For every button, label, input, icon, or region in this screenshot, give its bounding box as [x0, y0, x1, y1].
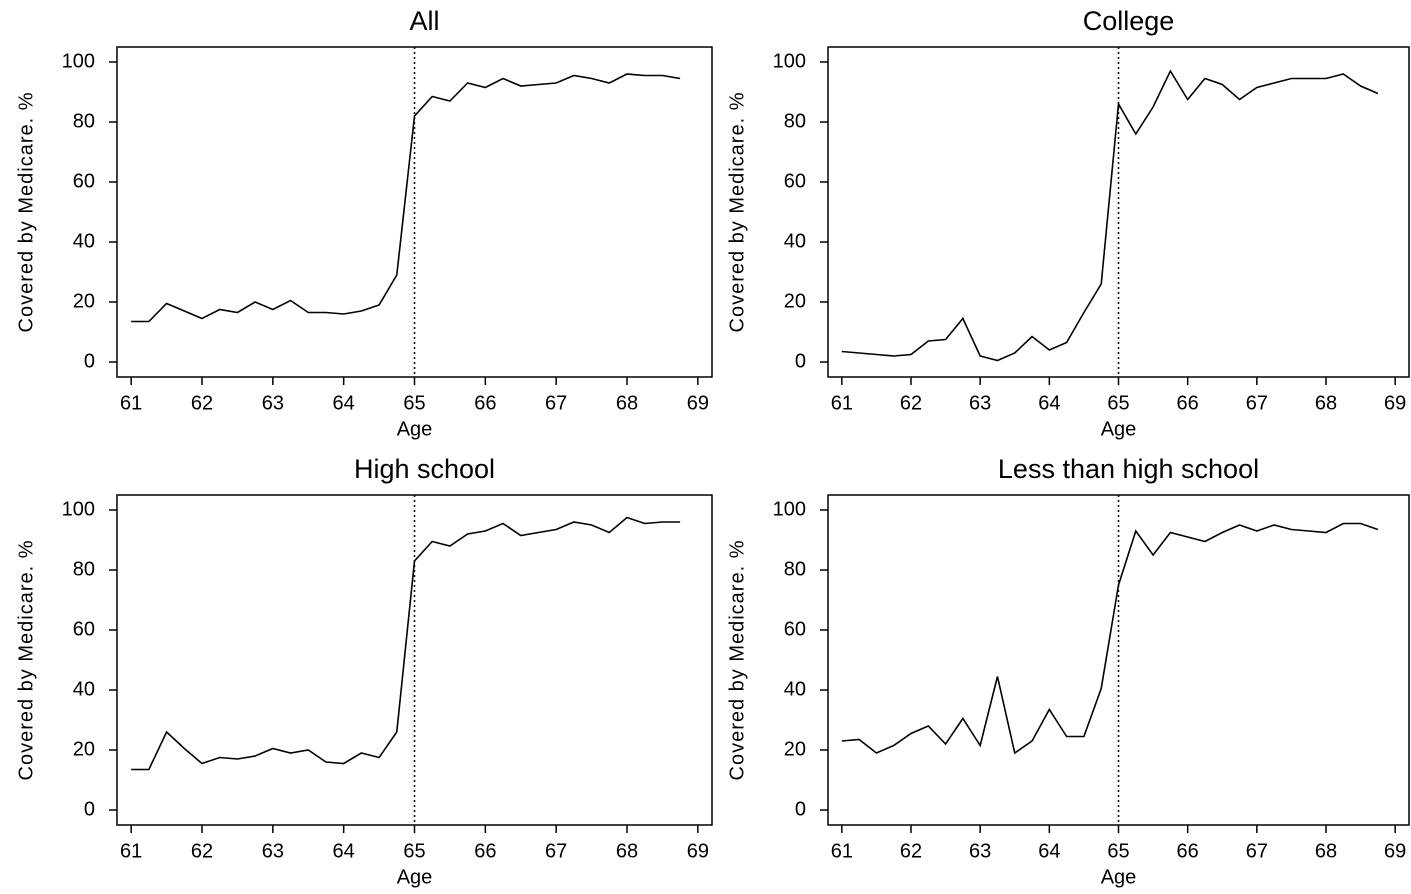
y-tick-label: 40 — [784, 678, 806, 700]
x-tick-label: 62 — [900, 840, 922, 862]
x-tick-label: 61 — [120, 840, 142, 862]
y-tick-label: 0 — [795, 350, 806, 372]
x-tick-label: 62 — [900, 392, 922, 414]
data-line — [841, 522, 1379, 755]
x-tick-label: 68 — [1315, 840, 1337, 862]
x-tick-label: 68 — [616, 840, 638, 862]
x-tick-label: 65 — [403, 392, 425, 414]
x-tick-label: 67 — [1246, 840, 1268, 862]
y-tick-label: 0 — [84, 798, 95, 820]
x-tick-label: 68 — [616, 392, 638, 414]
x-tick-label: 64 — [1038, 840, 1060, 862]
y-tick-label: 100 — [62, 498, 95, 520]
y-tick-label: 100 — [773, 50, 806, 72]
chart-title: All — [409, 6, 439, 36]
x-tick-label: 67 — [545, 840, 567, 862]
panel: All Age Covered by Medicare. % 0 20 40 60 80 100… — [15, 6, 713, 440]
x-tick-label: 65 — [1107, 392, 1129, 414]
x-tick-label: 68 — [1315, 392, 1337, 414]
chart-title: High school — [354, 454, 495, 484]
y-tick-label: 60 — [73, 618, 95, 640]
x-tick-label: 61 — [831, 840, 853, 862]
x-tick-label: 69 — [1384, 840, 1406, 862]
y-tick-label: 60 — [784, 618, 806, 640]
y-tick-label: 80 — [784, 558, 806, 580]
x-tick-label: 66 — [1177, 840, 1199, 862]
x-tick-label: 69 — [687, 392, 709, 414]
x-tick-label: 69 — [687, 840, 709, 862]
y-tick-label: 80 — [784, 110, 806, 132]
x-tick-label: 64 — [333, 840, 355, 862]
panel: Less than high school Age Covered by Medic… — [726, 454, 1410, 888]
x-tick-label: 62 — [191, 392, 213, 414]
x-axis-label: Age — [1101, 418, 1137, 440]
y-tick-label: 60 — [73, 170, 95, 192]
y-axis-label: Covered by Medicare. % — [726, 92, 748, 333]
y-tick-label: 80 — [73, 110, 95, 132]
y-tick-label: 20 — [73, 738, 95, 760]
data-line — [131, 73, 681, 323]
data-line — [841, 69, 1379, 362]
x-tick-label: 63 — [262, 392, 284, 414]
x-axis-label: Age — [397, 418, 433, 440]
y-axis-label: Covered by Medicare. % — [15, 540, 37, 781]
x-tick-label: 64 — [333, 392, 355, 414]
x-tick-label: 67 — [1246, 392, 1268, 414]
panel: College Age Covered by Medicare. % 0 20 40 60 8… — [726, 6, 1410, 440]
data-line — [131, 516, 681, 771]
y-tick-label: 0 — [795, 798, 806, 820]
x-axis-label: Age — [1101, 866, 1137, 888]
x-tick-label: 65 — [1107, 840, 1129, 862]
x-tick-label: 66 — [474, 392, 496, 414]
y-tick-label: 40 — [73, 230, 95, 252]
y-tick-label: 40 — [73, 678, 95, 700]
chart-title: Less than high school — [998, 454, 1259, 484]
x-tick-label: 65 — [403, 840, 425, 862]
x-tick-label: 64 — [1038, 392, 1060, 414]
y-tick-label: 40 — [784, 230, 806, 252]
x-tick-label: 63 — [969, 840, 991, 862]
y-axis-label: Covered by Medicare. % — [726, 540, 748, 781]
y-tick-label: 20 — [784, 738, 806, 760]
x-tick-label: 66 — [474, 840, 496, 862]
x-tick-label: 69 — [1384, 392, 1406, 414]
y-tick-label: 0 — [84, 350, 95, 372]
y-tick-label: 60 — [784, 170, 806, 192]
y-tick-label: 20 — [784, 290, 806, 312]
chart-title: College — [1083, 6, 1175, 36]
x-tick-label: 62 — [191, 840, 213, 862]
panel: High school Age Covered by Medicare. % 0 20 4… — [15, 454, 713, 888]
y-tick-label: 100 — [773, 498, 806, 520]
x-tick-label: 67 — [545, 392, 567, 414]
x-tick-label: 63 — [969, 392, 991, 414]
y-axis-label: Covered by Medicare. % — [15, 92, 37, 333]
y-tick-label: 80 — [73, 558, 95, 580]
y-tick-label: 20 — [73, 290, 95, 312]
x-tick-label: 61 — [120, 392, 142, 414]
x-axis-label: Age — [397, 866, 433, 888]
y-tick-label: 100 — [62, 50, 95, 72]
x-tick-label: 66 — [1177, 392, 1199, 414]
x-tick-label: 63 — [262, 840, 284, 862]
x-tick-label: 61 — [831, 392, 853, 414]
